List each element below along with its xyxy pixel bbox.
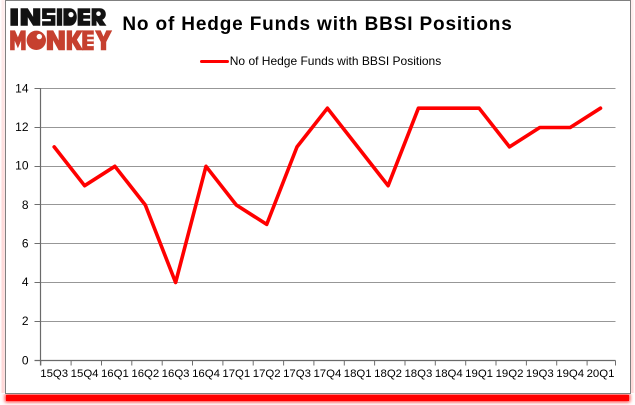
svg-text:2: 2 bbox=[22, 314, 29, 328]
svg-text:16Q2: 16Q2 bbox=[131, 368, 159, 380]
svg-text:19Q1: 19Q1 bbox=[465, 368, 493, 380]
svg-text:18Q3: 18Q3 bbox=[404, 368, 432, 380]
svg-text:19Q4: 19Q4 bbox=[556, 368, 584, 380]
svg-text:4: 4 bbox=[22, 275, 29, 289]
svg-text:16Q4: 16Q4 bbox=[192, 368, 220, 380]
svg-text:17Q4: 17Q4 bbox=[313, 368, 341, 380]
svg-text:18Q1: 18Q1 bbox=[344, 368, 372, 380]
svg-text:17Q3: 17Q3 bbox=[283, 368, 311, 380]
svg-text:20Q1: 20Q1 bbox=[587, 368, 615, 380]
svg-text:17Q1: 17Q1 bbox=[222, 368, 250, 380]
svg-text:0: 0 bbox=[22, 353, 29, 367]
svg-text:8: 8 bbox=[22, 198, 29, 212]
svg-text:17Q2: 17Q2 bbox=[253, 368, 281, 380]
svg-text:14: 14 bbox=[15, 82, 29, 96]
svg-text:12: 12 bbox=[15, 120, 29, 134]
svg-text:15Q3: 15Q3 bbox=[40, 368, 68, 380]
svg-text:16Q3: 16Q3 bbox=[162, 368, 190, 380]
svg-text:15Q4: 15Q4 bbox=[71, 368, 99, 380]
svg-text:19Q3: 19Q3 bbox=[526, 368, 554, 380]
svg-text:19Q2: 19Q2 bbox=[496, 368, 524, 380]
svg-text:18Q4: 18Q4 bbox=[435, 368, 463, 380]
svg-text:10: 10 bbox=[15, 159, 29, 173]
svg-text:6: 6 bbox=[22, 236, 29, 250]
svg-text:16Q1: 16Q1 bbox=[101, 368, 129, 380]
svg-text:18Q2: 18Q2 bbox=[374, 368, 402, 380]
